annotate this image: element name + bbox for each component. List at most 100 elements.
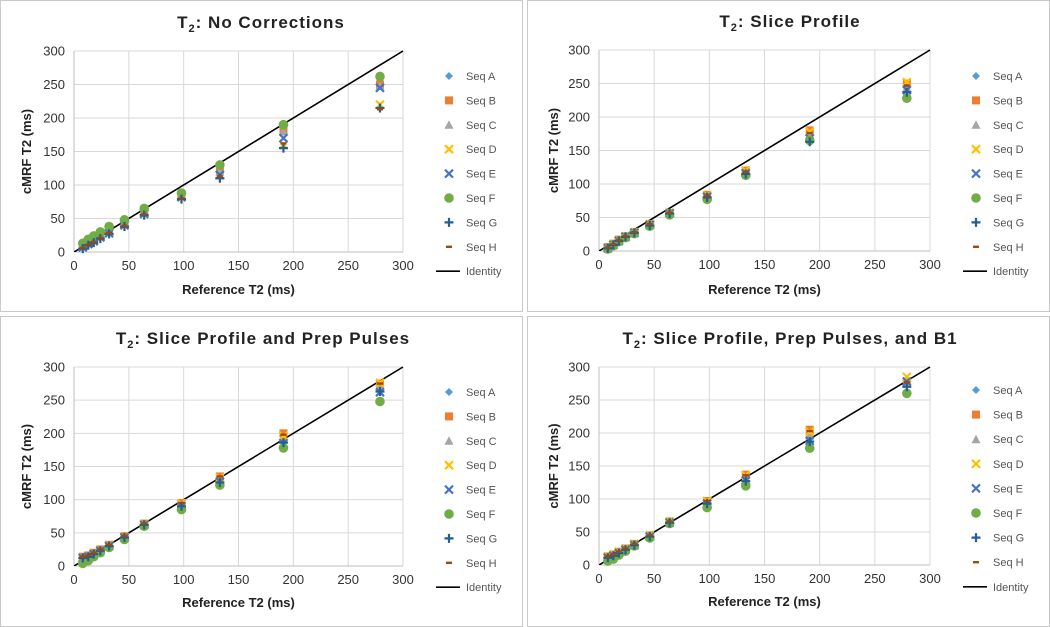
x-tick-label: 100 xyxy=(698,257,720,272)
legend-marker xyxy=(971,533,981,543)
legend-entry: Identity xyxy=(436,266,502,278)
legend-entry: Seq G xyxy=(444,533,497,545)
chart-panel-slice-profile-prep-b1: T2: Slice Profile, Prep Pulses, and B1 0 5… xyxy=(527,316,1050,627)
data-point xyxy=(629,540,639,550)
data-point xyxy=(215,477,225,487)
legend-label: Seq A xyxy=(466,387,496,399)
data-point xyxy=(375,396,385,407)
y-tick-label: 100 xyxy=(568,177,590,192)
legend-entry: Seq B xyxy=(445,411,496,423)
data-point xyxy=(806,131,813,135)
data-point xyxy=(614,548,624,558)
y-tick-label: 250 xyxy=(43,77,65,92)
data-point xyxy=(603,553,613,563)
y-tick-label: 100 xyxy=(43,492,65,507)
data-point xyxy=(279,429,288,438)
legend-label: Seq G xyxy=(466,533,497,545)
series-seq-g xyxy=(78,387,385,563)
legend-marker xyxy=(971,193,981,203)
data-point xyxy=(740,481,751,491)
legend-entry: Seq F xyxy=(444,193,496,205)
data-point xyxy=(79,555,86,558)
data-point xyxy=(141,522,148,525)
data-point xyxy=(645,221,655,231)
legend-marker xyxy=(971,168,981,179)
x-tick-label: 300 xyxy=(392,258,414,273)
legend-label: Seq E xyxy=(993,169,1023,181)
legend-marker xyxy=(444,193,454,203)
x-tick-label: 100 xyxy=(173,572,195,587)
legend-entry: Identity xyxy=(963,582,1029,594)
legend-label: Seq D xyxy=(466,460,497,472)
x-tick-label: 0 xyxy=(70,258,77,273)
chart-panel-slice-profile-prep: T2: Slice Profile and Prep Pulses 0 50 100 1… xyxy=(0,316,523,627)
legend-marker xyxy=(445,96,453,105)
legend-label: Identity xyxy=(993,266,1029,278)
legend-marker xyxy=(971,120,981,129)
x-tick-label: 200 xyxy=(809,257,831,272)
chart-title: T2: Slice Profile and Prep Pulses xyxy=(116,329,410,351)
data-point xyxy=(121,534,128,538)
legend-entry: Seq E xyxy=(444,169,496,181)
legend-label: Identity xyxy=(466,582,502,594)
legend-label: Seq E xyxy=(466,169,496,181)
legend-marker xyxy=(973,245,979,248)
x-tick-label: 50 xyxy=(122,258,136,273)
chart-slice-profile-prep-b1: T2: Slice Profile, Prep Pulses, and B1 0 5… xyxy=(546,329,1029,609)
legend-entry: Seq D xyxy=(444,144,497,156)
data-point xyxy=(95,546,105,556)
series-seq-f xyxy=(77,71,385,249)
legend-marker xyxy=(446,245,452,248)
data-point xyxy=(375,387,385,397)
legend-entry: Seq C xyxy=(971,434,1024,446)
x-tick-label: 250 xyxy=(864,257,886,272)
legend-entry: Seq F xyxy=(971,193,1023,205)
y-tick-label: 300 xyxy=(568,360,590,375)
data-point xyxy=(902,87,912,97)
legend-label: Seq F xyxy=(466,509,496,521)
y-tick-label: 300 xyxy=(43,44,65,59)
data-point xyxy=(85,243,92,246)
legend-label: Seq E xyxy=(466,485,496,497)
legend-entry: Seq E xyxy=(444,484,496,497)
y-tick-label: 150 xyxy=(43,144,65,159)
data-point xyxy=(666,211,673,215)
legend-marker xyxy=(444,509,454,519)
series-seq-f xyxy=(77,396,385,569)
legend-entry: Seq C xyxy=(971,120,1024,132)
x-axis-label: Reference T2 (ms) xyxy=(182,595,295,610)
data-point xyxy=(121,224,128,228)
x-tick-label: 150 xyxy=(754,257,776,272)
x-tick-label: 0 xyxy=(70,572,77,587)
legend-marker xyxy=(444,484,454,495)
data-point xyxy=(742,170,749,174)
data-point xyxy=(375,103,385,113)
data-point xyxy=(610,243,617,246)
data-point xyxy=(902,93,912,104)
y-tick-label: 150 xyxy=(568,143,590,158)
legend-marker xyxy=(972,410,980,419)
legend-label: Seq B xyxy=(466,411,496,423)
data-point xyxy=(178,197,185,200)
x-tick-label: 0 xyxy=(595,571,602,586)
y-tick-label: 0 xyxy=(583,558,590,573)
data-point xyxy=(620,545,630,555)
data-point xyxy=(622,235,629,238)
y-tick-label: 0 xyxy=(583,244,590,259)
legend-marker xyxy=(444,217,454,227)
legend-label: Seq D xyxy=(993,459,1024,471)
legend-label: Identity xyxy=(993,582,1029,594)
legend-label: Seq D xyxy=(993,144,1024,156)
legend-marker xyxy=(444,436,454,445)
y-tick-label: 200 xyxy=(568,426,590,441)
data-point xyxy=(375,81,385,90)
data-point xyxy=(280,142,287,145)
x-tick-label: 300 xyxy=(392,572,414,587)
legend-entry: Seq G xyxy=(444,217,497,229)
data-point xyxy=(79,246,86,250)
data-point xyxy=(119,532,129,542)
data-point xyxy=(645,532,655,542)
x-axis-label: Reference T2 (ms) xyxy=(708,282,821,297)
y-tick-label: 300 xyxy=(568,43,590,58)
legend-entry: Seq E xyxy=(971,483,1023,495)
